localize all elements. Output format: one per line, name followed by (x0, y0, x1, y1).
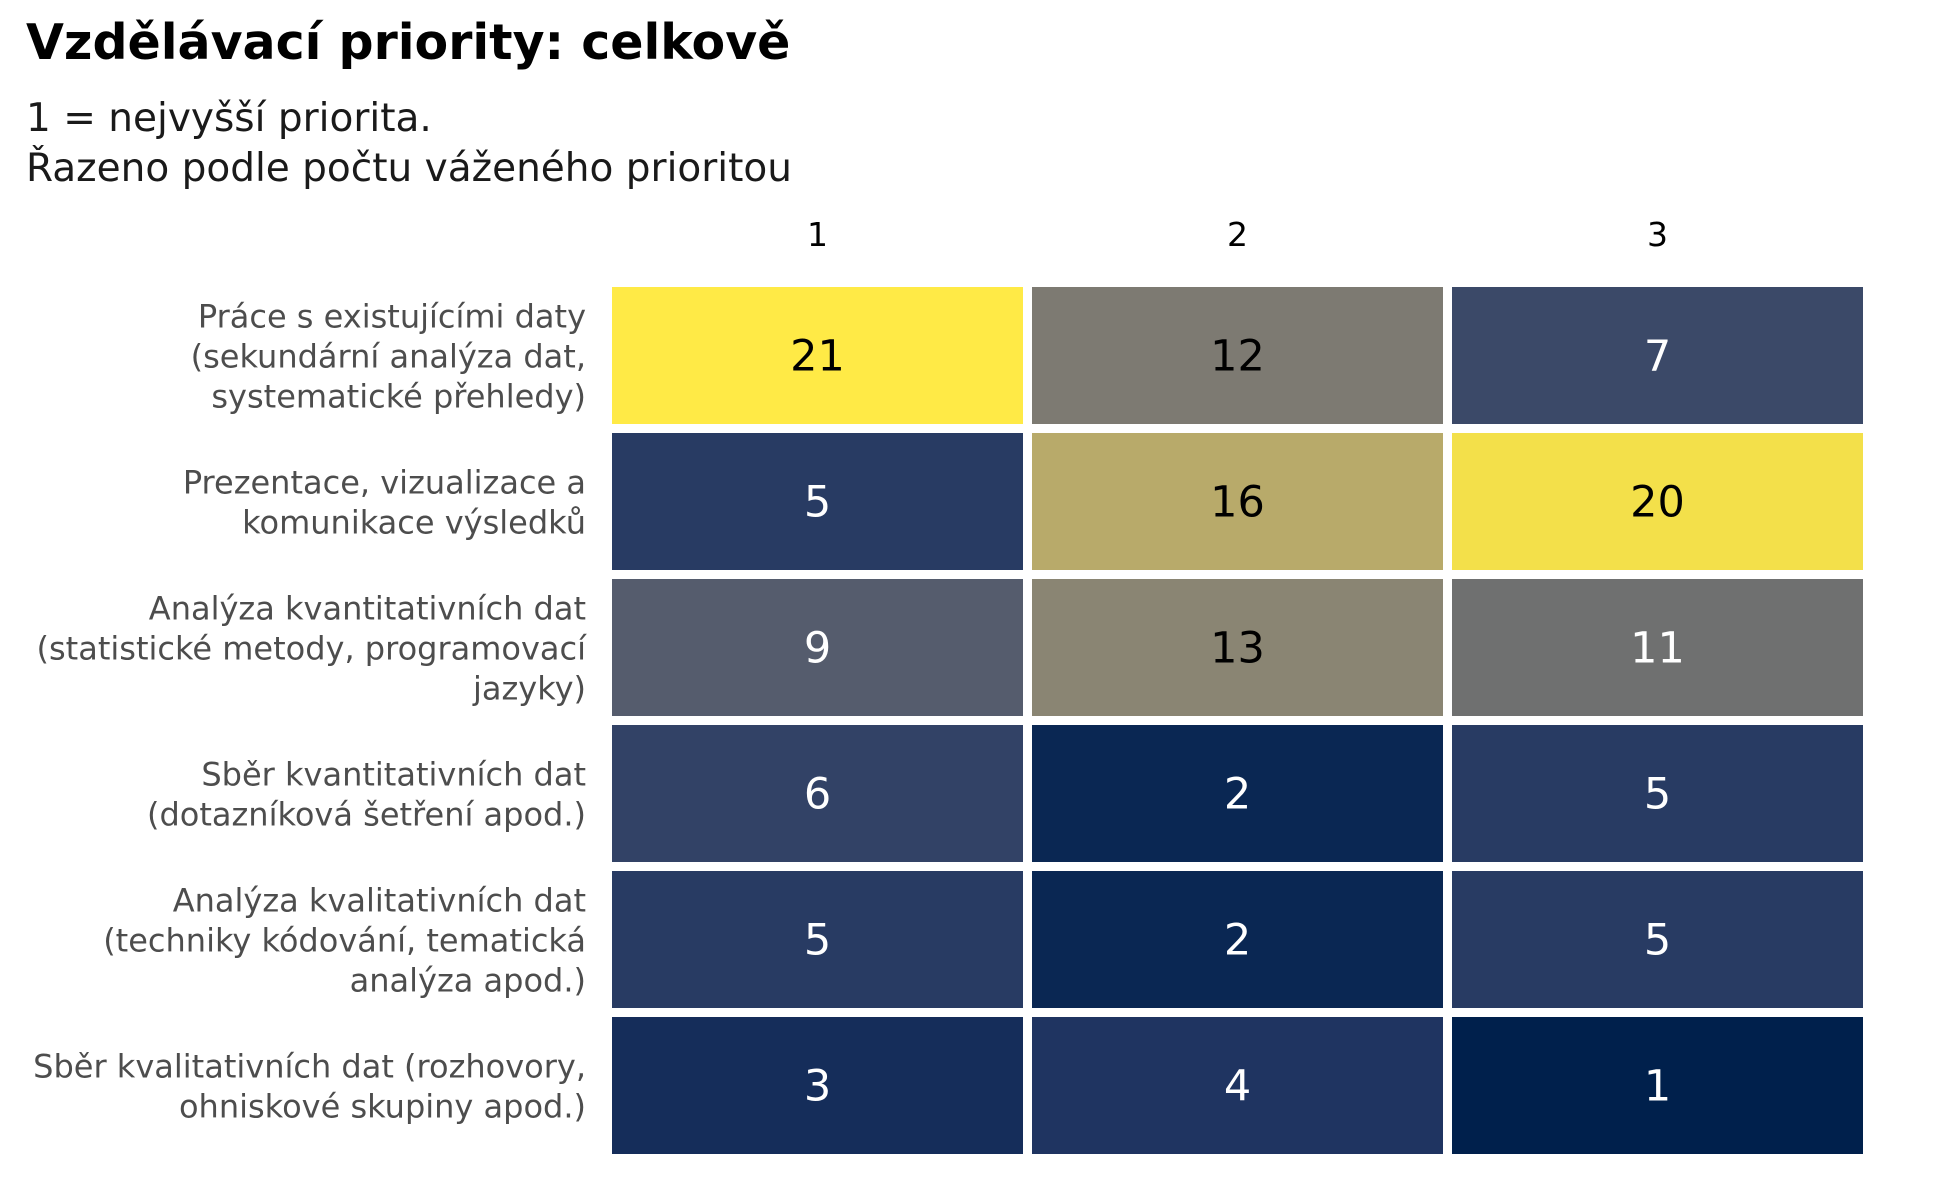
heatmap-cell (612, 725, 1023, 862)
cell-value-label: 2 (1224, 916, 1251, 966)
column-label: 1 (807, 215, 828, 254)
row-label: Sběr kvalitativních dat (rozhovory, (33, 1048, 586, 1086)
cell-value-label: 20 (1630, 478, 1685, 528)
cell-value-label: 16 (1210, 478, 1265, 528)
heatmap-cell (1452, 433, 1863, 570)
chart-title: Vzdělávací priority: celkově (26, 14, 791, 71)
cell-value-label: 13 (1210, 624, 1265, 674)
heatmap-cell (612, 871, 1023, 1008)
row-label: Práce s existujícími daty (198, 298, 586, 336)
cell-value-label: 21 (790, 332, 845, 382)
heatmap-cell (1032, 1017, 1443, 1154)
row-label: (techniky kódování, tematická (103, 922, 586, 960)
heatmap-cell (1452, 1017, 1863, 1154)
row-label: analýza apod.) (350, 962, 586, 1000)
cell-value-label: 5 (1644, 916, 1671, 966)
heatmap-cell (1032, 287, 1443, 424)
row-label: Prezentace, vizualizace a (183, 464, 586, 502)
row-label: ohniskové skupiny apod.) (179, 1088, 586, 1126)
column-label: 3 (1647, 215, 1668, 254)
cell-value-label: 6 (804, 770, 831, 820)
row-label: jazyky) (472, 670, 586, 708)
heatmap-cell (612, 1017, 1023, 1154)
column-label: 2 (1227, 215, 1248, 254)
cell-value-label: 5 (804, 916, 831, 966)
row-label: Sběr kvantitativních dat (201, 756, 586, 794)
cell-value-label: 11 (1630, 624, 1685, 674)
cell-value-label: 7 (1644, 332, 1671, 382)
row-label: (dotazníková šetření apod.) (147, 796, 586, 834)
heatmap-cell (1032, 725, 1443, 862)
chart-subtitle: 1 = nejvyšší priorita. Řazeno podle počt… (26, 94, 792, 194)
cell-value-label: 1 (1644, 1062, 1671, 1112)
row-label: (sekundární analýza dat, (191, 338, 586, 376)
cell-value-label: 9 (804, 624, 831, 674)
subtitle-line-2: Řazeno podle počtu váženého prioritou (26, 146, 793, 191)
cell-value-label: 5 (804, 478, 831, 528)
row-label: Analýza kvantitativních dat (149, 590, 586, 628)
heatmap-cell (1032, 579, 1443, 716)
heatmap-cell (1032, 871, 1443, 1008)
cell-value-label: 4 (1224, 1062, 1251, 1112)
cell-value-label: 3 (804, 1062, 831, 1112)
row-label: Analýza kvalitativních dat (173, 882, 586, 920)
row-label: systematické přehledy) (211, 378, 586, 416)
heatmap-cell (1452, 871, 1863, 1008)
row-label: (statistické metody, programovací (37, 630, 588, 668)
cell-value-label: 12 (1210, 332, 1265, 382)
heatmap-cell (612, 287, 1023, 424)
cell-value-label: 5 (1644, 770, 1671, 820)
cell-value-label: 2 (1224, 770, 1251, 820)
heatmap-cell (1452, 579, 1863, 716)
subtitle-line-1: 1 = nejvyšší priorita. (26, 96, 432, 141)
heatmap-cell (612, 579, 1023, 716)
heatmap-cell (1032, 433, 1443, 570)
row-label: komunikace výsledků (242, 504, 586, 542)
heatmap-cell (1452, 287, 1863, 424)
heatmap-cell (612, 433, 1023, 570)
heatmap-cell (1452, 725, 1863, 862)
